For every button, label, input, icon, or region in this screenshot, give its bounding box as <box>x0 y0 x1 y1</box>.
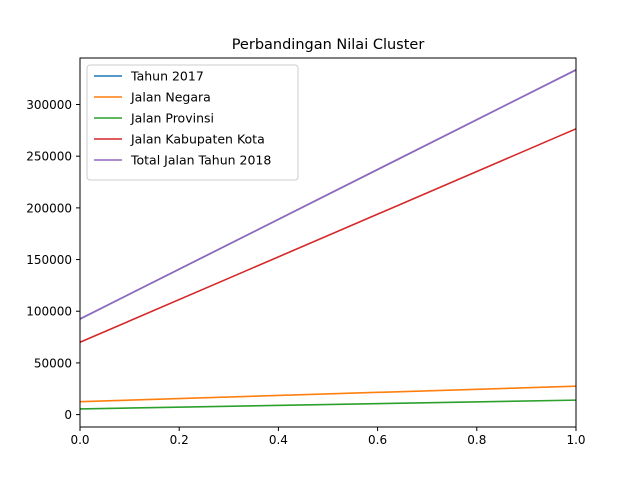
y-tick-label: 50000 <box>34 356 72 370</box>
legend-box <box>86 64 299 181</box>
y-tick-label: 100000 <box>26 305 72 319</box>
y-tick-label: 200000 <box>26 201 72 215</box>
y-tick-label: 250000 <box>26 150 72 164</box>
x-tick-label: 0.6 <box>368 433 387 447</box>
x-tick-label: 0.0 <box>70 433 89 447</box>
series-line-3 <box>79 399 577 410</box>
legend-label: Total Jalan Tahun 2018 <box>130 153 271 168</box>
series-line-4 <box>79 128 577 343</box>
series-line-5 <box>79 69 577 320</box>
y-tick-label: 150000 <box>26 253 72 267</box>
series-lines <box>79 69 577 410</box>
y-tick-label: 300000 <box>26 98 72 112</box>
x-tick-label: 0.8 <box>467 433 486 447</box>
x-axis-ticks: 0.0 0.2 0.4 0.6 0.8 1.0 <box>70 427 586 447</box>
series-line-2 <box>79 385 577 403</box>
legend-label: Jalan Negara <box>130 90 211 105</box>
legend-label: Tahun 2017 <box>130 69 204 84</box>
plot-frame <box>79 57 577 428</box>
y-axis-ticks: 0 50000 100000 150000 200000 250000 300000 <box>26 98 80 422</box>
x-tick-label: 0.4 <box>269 433 288 447</box>
legend: Tahun 2017 Jalan Negara Jalan Provinsi Jala… <box>86 64 299 181</box>
legend-label: Jalan Provinsi <box>130 111 214 126</box>
x-tick-label: 1.0 <box>566 433 585 447</box>
x-tick-label: 0.2 <box>170 433 189 447</box>
y-tick-label: 0 <box>64 408 72 422</box>
chart-title: Perbandingan Nilai Cluster <box>232 37 425 53</box>
legend-label: Jalan Kabupaten Kota <box>130 132 265 147</box>
